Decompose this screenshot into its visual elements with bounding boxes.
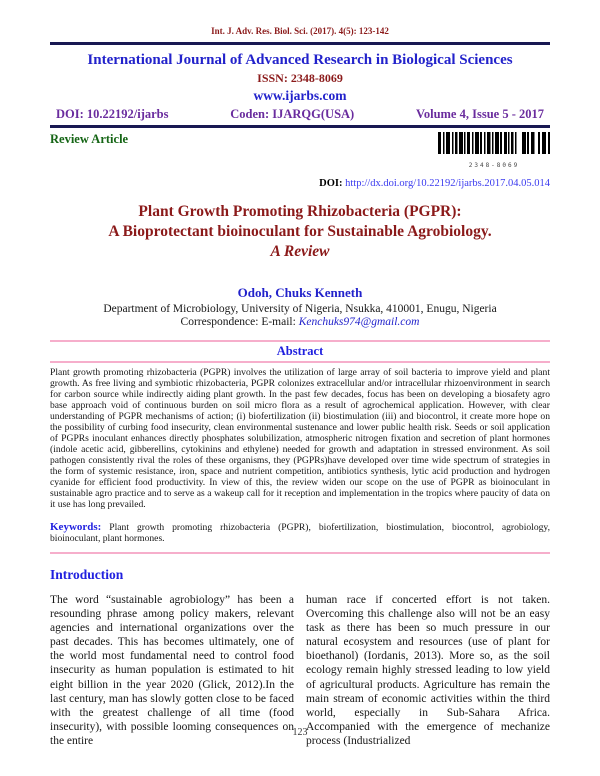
- journal-name: International Journal of Advanced Resear…: [87, 52, 513, 68]
- abstract-bottom-rule: [50, 552, 550, 554]
- page-number: 123: [292, 727, 308, 738]
- keywords-text: Plant growth promoting rhizobacteria (PG…: [50, 522, 550, 544]
- author-affiliation: Department of Microbiology, University o…: [103, 303, 497, 315]
- issn-barcode: 2348-8069: [438, 132, 550, 172]
- running-head-citation: Int. J. Adv. Res. Biol. Sci. (2017). 4(5…: [211, 26, 389, 36]
- abstract-text: Plant growth promoting rhizobacteria (PG…: [50, 367, 550, 510]
- introduction-heading: Introduction: [50, 567, 124, 582]
- article-title: Plant Growth Promoting Rhizobacteria (PG…: [50, 202, 550, 262]
- article-title-line1: Plant Growth Promoting Rhizobacteria (PG…: [138, 203, 462, 220]
- author-name: Odoh, Chuks Kenneth: [237, 285, 363, 300]
- header-bottom-rule: [50, 125, 550, 128]
- article-type-label: Review Article: [50, 132, 129, 146]
- abstract-top-rule: [50, 340, 550, 342]
- keywords-label: Keywords:: [50, 521, 102, 533]
- header-top-rule: [50, 42, 550, 45]
- correspondence-label: Correspondence: E-mail:: [180, 316, 299, 328]
- journal-volume-issue: Volume 4, Issue 5 - 2017: [415, 107, 544, 121]
- doi-link[interactable]: http://dx.doi.org/10.22192/ijarbs.2017.0…: [345, 178, 550, 189]
- introduction-column-left: The word “sustainable agrobiology” has b…: [50, 594, 294, 747]
- article-type-row: Review Article: [50, 132, 550, 169]
- article-title-line2: A Bioprotectant bioinoculant for Sustain…: [108, 223, 492, 240]
- abstract-heading: Abstract: [276, 344, 324, 358]
- introduction-column-right: human race if concerted effort is not ta…: [306, 594, 550, 747]
- journal-coden: Coden: IJARQG(USA): [230, 107, 355, 121]
- doi-label: DOI:: [319, 178, 346, 189]
- barcode-image: [438, 132, 550, 154]
- journal-website-link[interactable]: www.ijarbs.com: [253, 88, 347, 103]
- introduction-body: The word “sustainable agrobiology” has b…: [50, 593, 550, 748]
- email-link[interactable]: Kenchuks974@gmail.com: [298, 316, 420, 328]
- article-doi-line: DOI: http://dx.doi.org/10.22192/ijarbs.2…: [50, 178, 550, 189]
- correspondence-line: Correspondence: E-mail: Kenchuks974@gmai…: [50, 316, 550, 328]
- abstract-heading-rule: [50, 361, 550, 363]
- article-title-line3: A Review: [270, 243, 330, 260]
- barcode-caption: 2348-8069: [468, 162, 520, 169]
- keywords-line: Keywords: Plant growth promoting rhizoba…: [50, 521, 550, 545]
- journal-issn: ISSN: 2348-8069: [257, 71, 343, 85]
- journal-doi-short: DOI: 10.22192/ijarbs: [56, 107, 169, 121]
- journal-meta-row: DOI: 10.22192/ijarbs Coden: IJARQG(USA) …: [50, 107, 550, 122]
